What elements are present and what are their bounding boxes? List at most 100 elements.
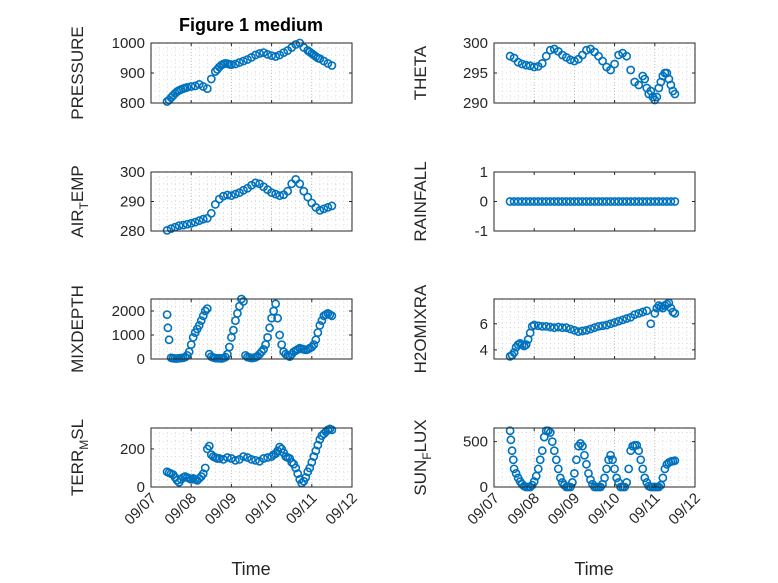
- air_temp-y-tick-label: 290: [120, 194, 145, 211]
- rainfall-data-point: [565, 197, 575, 206]
- h2omixra-y-tick-label: 4: [480, 342, 488, 359]
- rainfall-data-point: [586, 197, 595, 206]
- terr_msl-data-point: [309, 452, 319, 461]
- rainfall-data-point: [521, 197, 531, 206]
- h2omixra-data-point: [521, 340, 531, 350]
- air_temp-data-point: [174, 221, 184, 231]
- terr_msl-data-point: [214, 454, 224, 463]
- terr_msl-y-tick-label: 0: [137, 479, 145, 496]
- mixdepth-data-point: [202, 304, 212, 313]
- rainfall-data-point: [626, 197, 636, 206]
- axes-h2omixra: 4 6 H2OMIXRA: [411, 284, 696, 373]
- h2omixra-axes-frame: [493, 298, 696, 360]
- h2omixra-data-point: [570, 325, 579, 335]
- sun_flux-data-point: [602, 464, 611, 474]
- sun_flux-data-point: [511, 468, 521, 478]
- mixdepth-data-point: [239, 296, 248, 306]
- pressure-data-point: [259, 48, 268, 57]
- x-axis-label-left: Time: [231, 559, 270, 579]
- rainfall-data-point: [557, 197, 567, 206]
- air_temp-y-axis-label: AIRTEMP: [68, 165, 91, 238]
- theta-data-point: [529, 62, 539, 72]
- x-axis-label-right: Time: [574, 559, 613, 579]
- sun_flux-data-point: [612, 473, 622, 483]
- sun_flux-data-point: [658, 473, 668, 483]
- air_temp-y-tick-label: 280: [120, 223, 145, 240]
- figure-title: Figure 1 medium: [179, 15, 323, 35]
- mixdepth-data-point: [315, 320, 325, 330]
- h2omixra-data-point: [533, 321, 543, 331]
- sun_flux-data-point: [505, 426, 515, 436]
- air_temp-data-point: [226, 191, 236, 200]
- air_temp-data-point: [166, 224, 176, 234]
- h2omixra-data-point: [557, 323, 567, 333]
- sun_flux-data-point: [570, 468, 579, 478]
- terr_msl-data-point: [293, 469, 303, 479]
- pressure-y-axis-label: PRESSURE: [68, 26, 87, 120]
- rainfall-data-point: [553, 197, 563, 206]
- mixdepth-data-point: [265, 323, 274, 333]
- h2omixra-data-point: [614, 316, 624, 326]
- air_temp-data-point: [194, 216, 204, 226]
- air_temp-y-tick-label: 300: [120, 164, 145, 181]
- h2omixra-data-point: [642, 306, 652, 316]
- theta-data-point: [505, 51, 515, 61]
- sun_flux-data-point: [547, 437, 557, 447]
- mixdepth-data-point: [259, 344, 268, 354]
- h2omixra-data-point: [590, 323, 599, 333]
- sun_flux-plot-area: [494, 428, 695, 487]
- theta-y-tick-label: 290: [463, 95, 488, 112]
- terr_msl-y-axis-label: TERRMSL: [68, 419, 91, 496]
- theta-data-point: [570, 56, 579, 66]
- rainfall-y-tick-label: 1: [480, 164, 488, 181]
- sun_flux-data-point: [624, 464, 634, 474]
- mixdepth-y-tick-label: 2000: [112, 303, 145, 320]
- mixdepth-data-point: [327, 311, 337, 321]
- rainfall-y-tick-label: -1: [475, 223, 488, 240]
- sun_flux-data-point: [549, 446, 559, 456]
- theta-data-point: [622, 51, 632, 61]
- sun_flux-data-point: [543, 426, 553, 436]
- rainfall-data-point: [666, 197, 676, 206]
- mixdepth-data-point: [224, 342, 234, 352]
- air_temp-data-point: [162, 226, 172, 235]
- sun_flux-data-point: [626, 446, 636, 456]
- rainfall-data-point: [513, 197, 523, 206]
- sun_flux-data-point: [636, 455, 646, 465]
- rainfall-data-point: [654, 197, 664, 206]
- h2omixra-data-point: [549, 323, 559, 333]
- pressure-data-point: [239, 56, 248, 66]
- air_temp-data-point: [231, 189, 240, 199]
- axes-pressure: 800 900 1000 PRESSURE: [68, 26, 353, 120]
- theta-data-point: [634, 80, 644, 90]
- air_temp-data-point: [271, 189, 281, 199]
- rainfall-data-point: [650, 197, 660, 206]
- rainfall-data-point: [630, 197, 640, 206]
- rainfall-data-point: [646, 197, 656, 206]
- air_temp-data-point: [251, 178, 260, 188]
- terr_msl-data-point: [204, 441, 214, 451]
- mixdepth-data-point: [164, 335, 174, 345]
- pressure-data-point: [231, 59, 240, 69]
- sun_flux-data-point: [572, 455, 581, 465]
- rainfall-data-point: [533, 197, 543, 206]
- terr_msl-data-point: [313, 440, 323, 450]
- rainfall-data-point: [529, 197, 539, 206]
- air_temp-data-point: [222, 190, 232, 200]
- rainfall-data-point: [537, 197, 547, 206]
- theta-y-tick-label: 300: [463, 35, 488, 52]
- terr_msl-data-point: [327, 425, 337, 435]
- h2omixra-data-point: [634, 308, 644, 318]
- pressure-y-tick-label: 1000: [112, 35, 145, 52]
- axes-theta: 290 295 300 THETA: [411, 35, 696, 112]
- air_temp-data-point: [319, 204, 329, 214]
- pressure-data-point: [190, 81, 200, 91]
- h2omixra-data-point: [606, 319, 615, 329]
- air_temp-data-point: [186, 218, 196, 228]
- h2omixra-data-point: [646, 319, 656, 329]
- air_temp-data-point: [190, 217, 200, 227]
- sun_flux-axes-frame: [493, 427, 696, 488]
- rainfall-data-point: [517, 197, 527, 206]
- sun_flux-data-point: [600, 473, 609, 483]
- pressure-data-point: [182, 83, 192, 92]
